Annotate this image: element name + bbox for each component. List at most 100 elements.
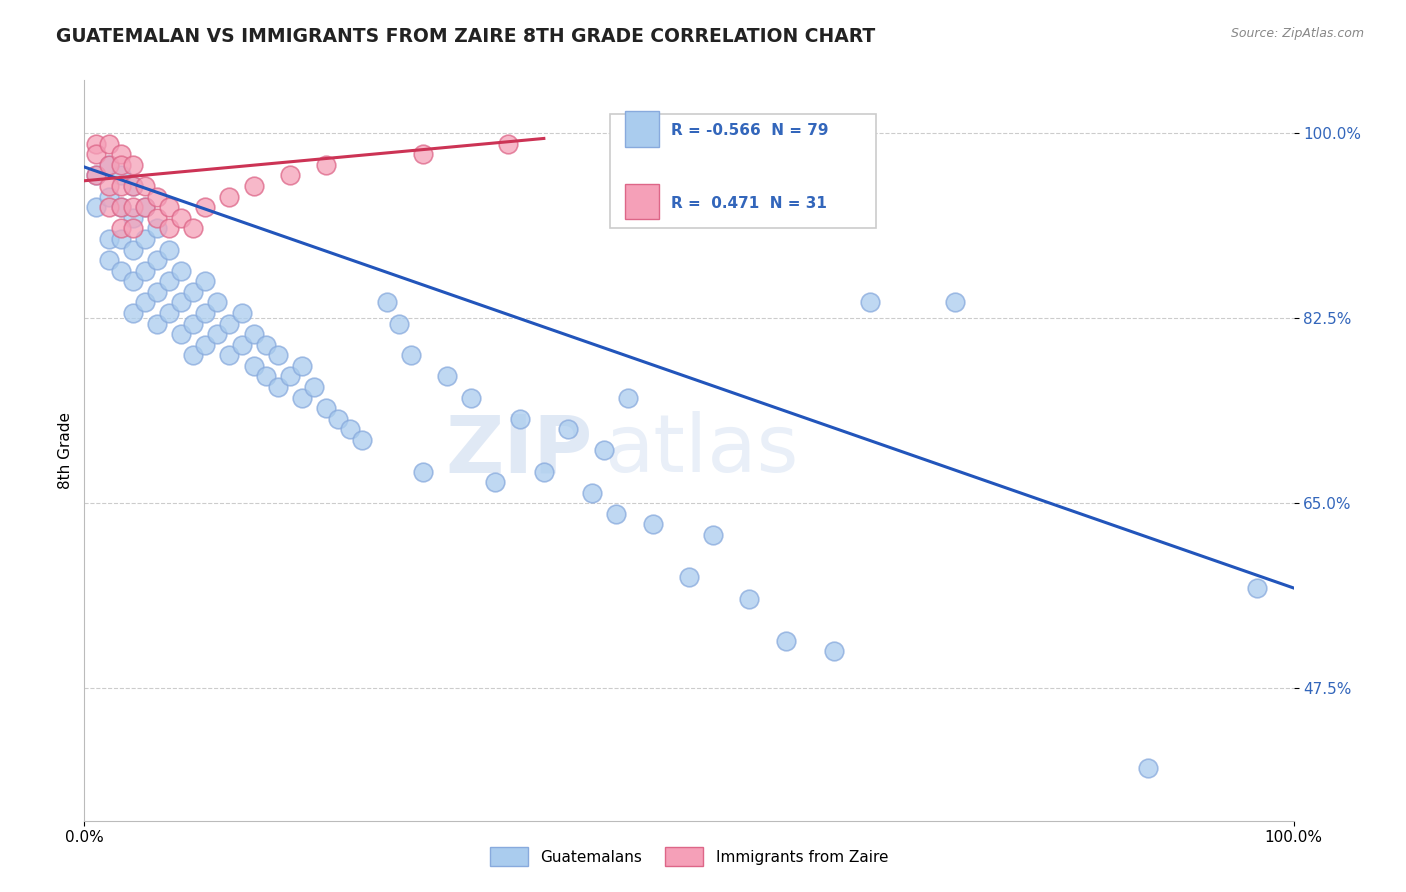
Point [388, 317, 411, 331]
Legend: Guatemalans, Immigrants from Zaire: Guatemalans, Immigrants from Zaire [484, 841, 894, 872]
Point [678, 570, 700, 584]
Point [146, 317, 169, 331]
Point [170, 327, 193, 342]
Y-axis label: 8th Grade: 8th Grade [58, 412, 73, 489]
Point [1137, 761, 1160, 775]
Point [121, 158, 143, 172]
Point [86, 200, 108, 214]
Point [86, 169, 108, 183]
Point [134, 232, 156, 246]
Point [291, 391, 314, 405]
Point [134, 295, 156, 310]
Point [278, 369, 301, 384]
Point [157, 221, 180, 235]
Point [134, 179, 156, 194]
Point [242, 179, 264, 194]
Point [207, 327, 229, 342]
Point [218, 348, 240, 362]
Point [702, 528, 724, 542]
Text: GUATEMALAN VS IMMIGRANTS FROM ZAIRE 8TH GRADE CORRELATION CHART: GUATEMALAN VS IMMIGRANTS FROM ZAIRE 8TH … [56, 27, 876, 45]
Point [121, 243, 143, 257]
Point [315, 158, 337, 172]
Point [134, 200, 156, 214]
Text: Source: ZipAtlas.com: Source: ZipAtlas.com [1230, 27, 1364, 40]
Point [231, 306, 253, 320]
Text: R =  0.471  N = 31: R = 0.471 N = 31 [671, 195, 827, 211]
Point [170, 263, 193, 277]
Point [328, 411, 350, 425]
Point [170, 211, 193, 225]
Point [218, 189, 240, 203]
Point [194, 306, 217, 320]
Point [86, 169, 108, 183]
Point [375, 295, 398, 310]
Point [218, 317, 240, 331]
FancyBboxPatch shape [610, 113, 876, 228]
Point [181, 317, 204, 331]
Point [605, 507, 627, 521]
Point [121, 221, 143, 235]
Point [110, 200, 132, 214]
Point [823, 644, 845, 658]
Point [157, 306, 180, 320]
Point [97, 189, 120, 203]
Point [134, 200, 156, 214]
Point [146, 189, 169, 203]
Point [641, 517, 664, 532]
Point [352, 433, 374, 447]
Point [859, 295, 882, 310]
Point [110, 169, 132, 183]
Point [254, 369, 277, 384]
Point [436, 369, 458, 384]
Point [97, 179, 120, 194]
Point [97, 232, 120, 246]
Point [302, 380, 325, 394]
Point [943, 295, 966, 310]
Point [267, 380, 290, 394]
Point [110, 179, 132, 194]
Point [194, 200, 217, 214]
Point [110, 147, 132, 161]
Point [593, 443, 616, 458]
Point [86, 147, 108, 161]
Point [242, 327, 264, 342]
Point [110, 263, 132, 277]
Point [460, 391, 482, 405]
Point [533, 465, 555, 479]
Point [557, 422, 579, 436]
Point [412, 465, 434, 479]
Point [339, 422, 361, 436]
Point [97, 200, 120, 214]
Point [110, 221, 132, 235]
Point [496, 136, 519, 151]
Point [121, 211, 143, 225]
Point [267, 348, 290, 362]
Point [181, 348, 204, 362]
Point [181, 221, 204, 235]
Point [231, 337, 253, 351]
Point [509, 411, 531, 425]
Point [121, 306, 143, 320]
Point [278, 169, 301, 183]
Point [581, 485, 603, 500]
Point [121, 274, 143, 288]
Point [97, 158, 120, 172]
Point [110, 158, 132, 172]
Point [97, 158, 120, 172]
Point [146, 285, 169, 299]
Point [181, 285, 204, 299]
Point [242, 359, 264, 373]
Point [157, 200, 180, 214]
Point [121, 179, 143, 194]
Point [412, 147, 434, 161]
Point [146, 253, 169, 268]
Point [110, 200, 132, 214]
Text: atlas: atlas [605, 411, 799, 490]
Point [617, 391, 640, 405]
Point [146, 211, 169, 225]
Point [97, 253, 120, 268]
Point [97, 136, 120, 151]
Point [738, 591, 761, 606]
Point [484, 475, 506, 490]
Point [254, 337, 277, 351]
